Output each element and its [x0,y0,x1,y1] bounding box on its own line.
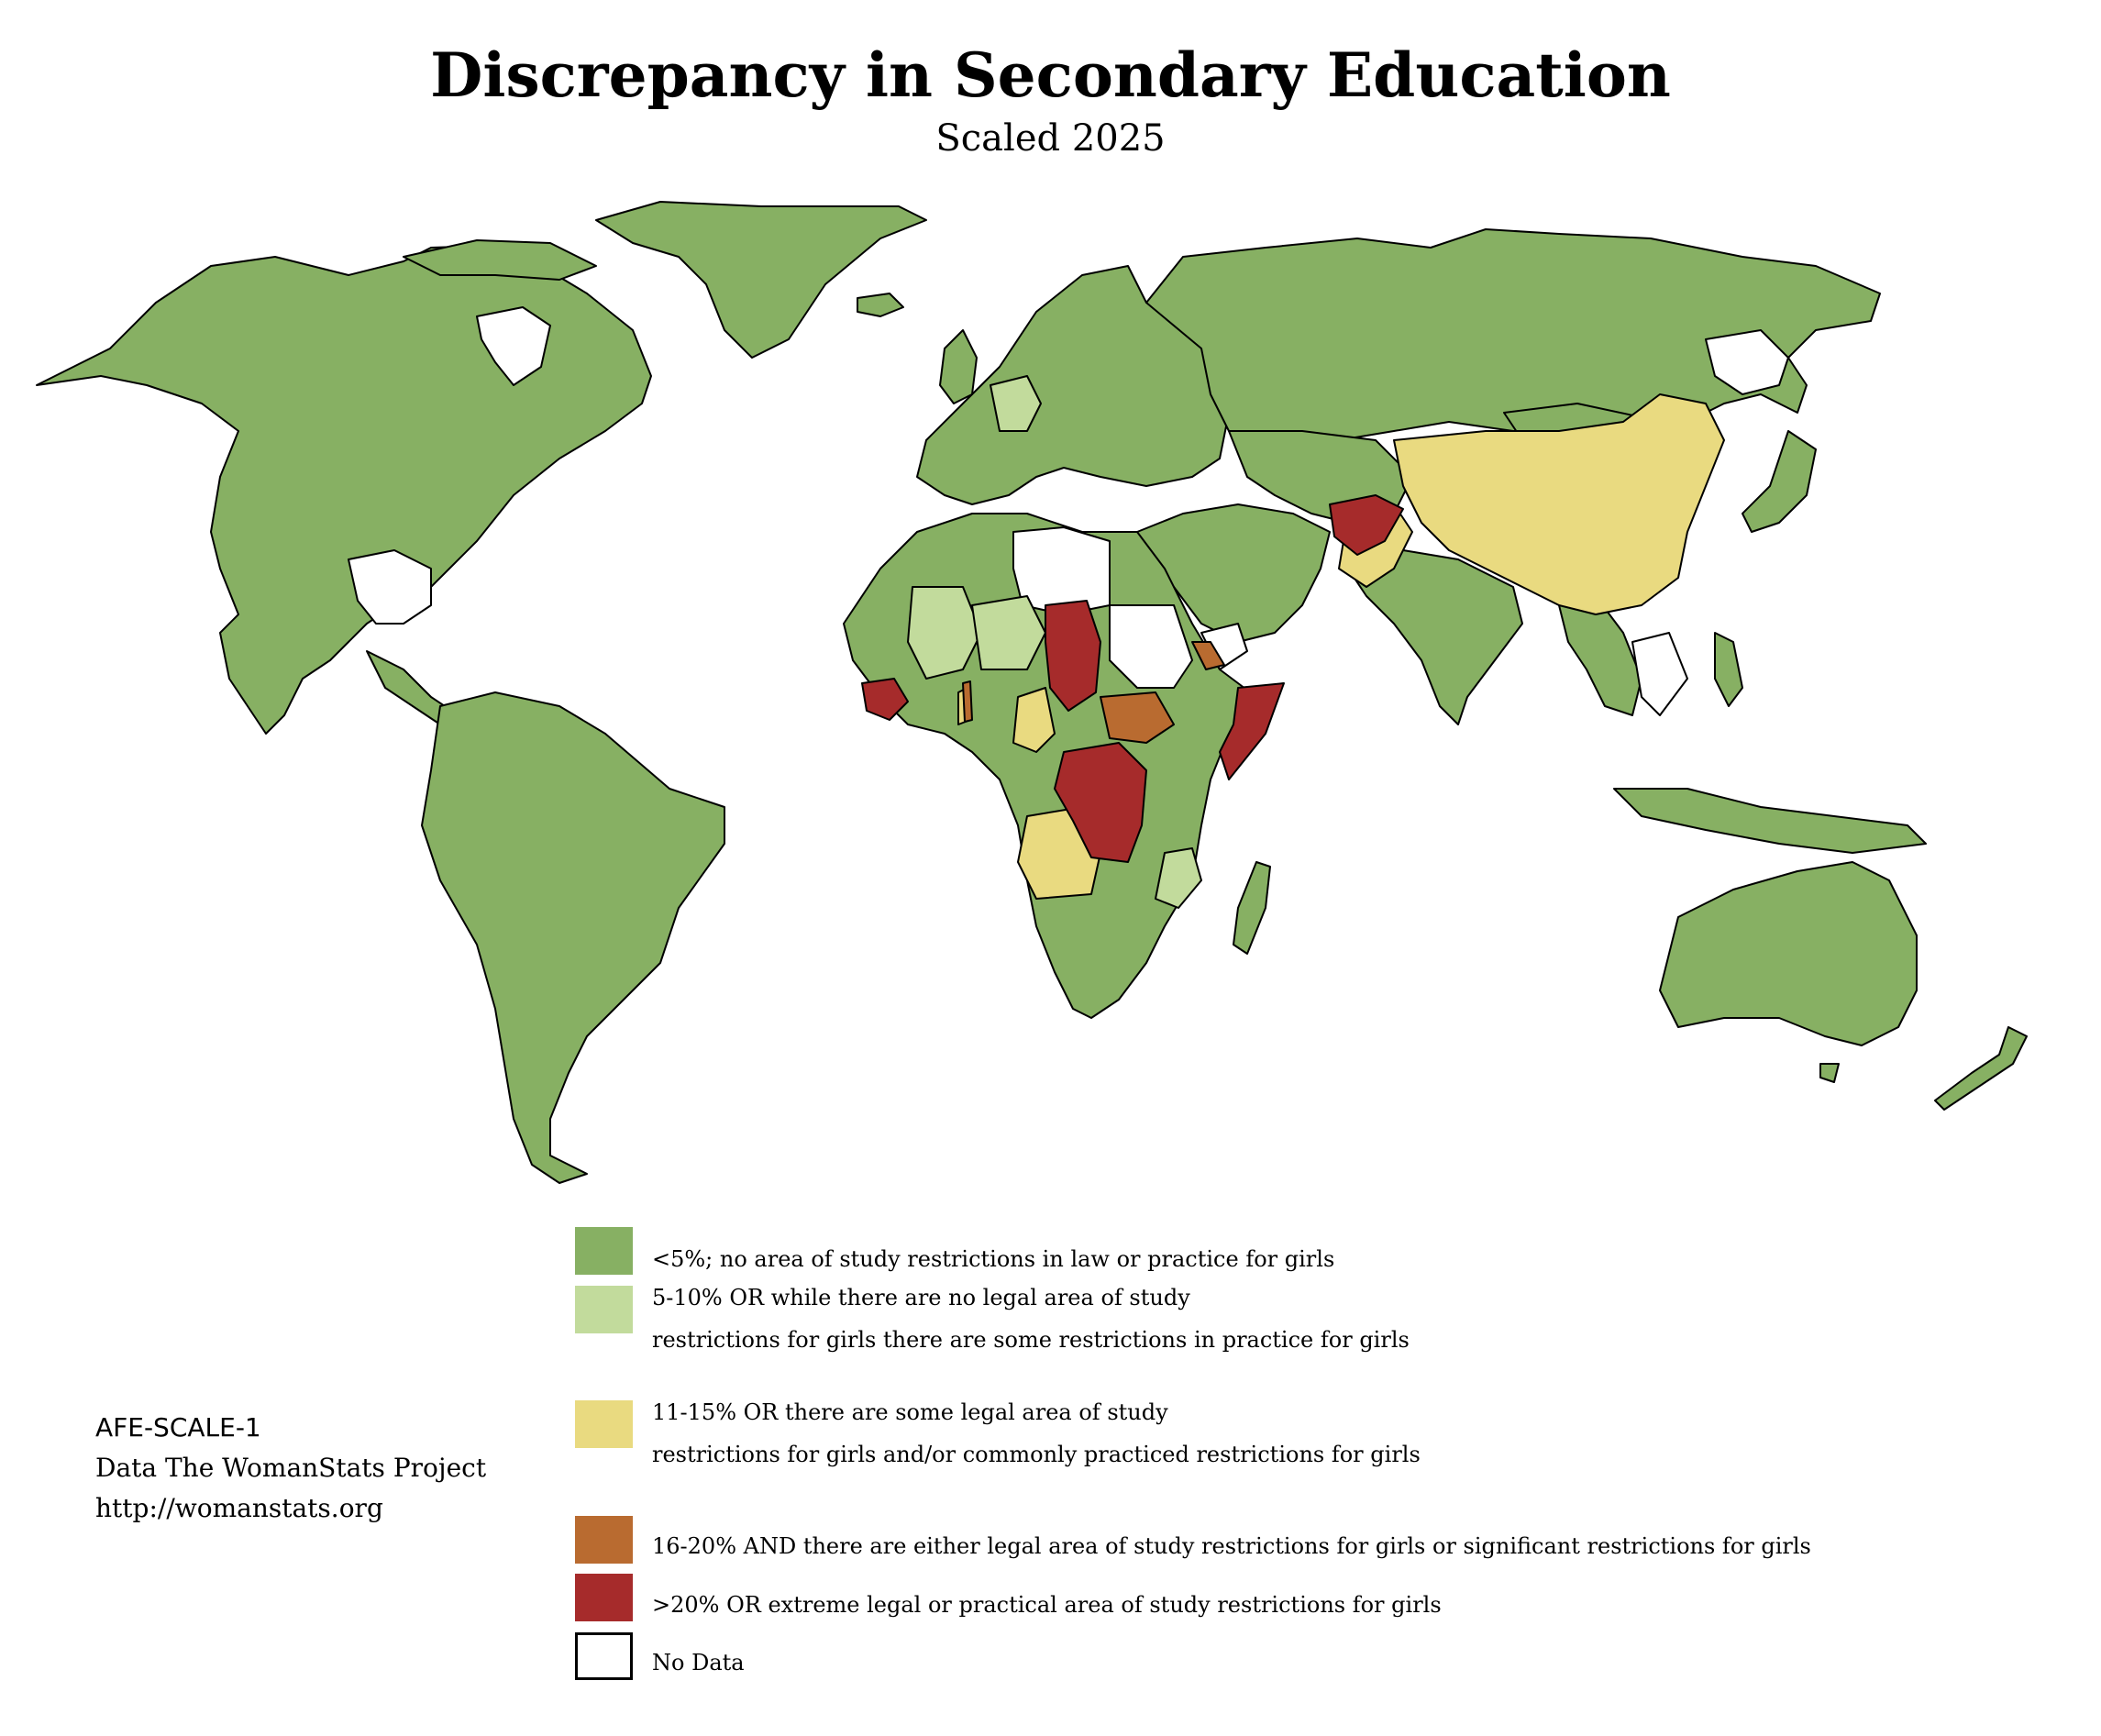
credits: AFE-SCALE-1 Data The WomanStats Project … [95,1408,486,1529]
legend-label-level2-line2: restrictions for girls there are some re… [652,1327,1410,1353]
region-philippines [1714,632,1743,707]
region-south-asia [1347,549,1523,725]
region-china [1393,393,1725,615]
legend-swatch-level4 [575,1516,633,1564]
region-iceland [857,293,904,317]
region-niger [971,595,1046,670]
region-hudson-bay [476,306,551,386]
scale-code: AFE-SCALE-1 [95,1412,261,1443]
legend-swatch-level3 [575,1400,633,1448]
data-source: Data The WomanStats Project [95,1453,487,1483]
region-north-america [36,245,652,735]
region-south-sudan [1100,691,1175,744]
source-url: http://womanstats.org [95,1493,383,1523]
region-sudan [1109,604,1193,689]
region-indonesia [1613,788,1927,854]
legend-label-level3-line1: 11-15% OR there are some legal area of s… [652,1399,1168,1425]
region-somalia [1219,682,1285,780]
region-eritrea [1191,641,1225,670]
region-chad [1045,600,1101,712]
region-new-zealand [1934,1026,2028,1111]
region-greenland [595,201,927,359]
region-germany [990,375,1042,432]
region-north-asia [1145,228,1881,441]
region-cameroon [1012,687,1056,753]
region-japan [1742,430,1817,533]
region-dr-congo [1054,742,1147,863]
legend-swatch-nodata [575,1632,633,1680]
region-madagascar [1233,861,1271,955]
legend-label-level4: 16-20% AND there are either legal area o… [652,1533,1811,1559]
region-southeast-nodata [1631,632,1688,716]
legend-label-level5: >20% OR extreme legal or practical area … [652,1592,1442,1618]
region-south-america [421,691,725,1184]
legend-swatch-level5 [575,1574,633,1621]
legend-swatch-level1 [575,1227,633,1275]
legend-swatch-level2 [575,1286,633,1333]
region-mali [907,586,982,680]
region-mozambique [1155,847,1202,909]
region-uk [939,329,978,404]
region-far-east-nodata [1705,329,1789,395]
region-tasmania [1819,1063,1840,1083]
legend-label-level1: <5%; no area of study restrictions in la… [652,1246,1335,1272]
region-guinea [861,678,909,721]
map-title: Discrepancy in Secondary Education [430,39,1671,111]
legend-label-level3-line2: restrictions for girls and/or commonly p… [652,1442,1421,1467]
region-australia [1659,861,1918,1046]
map-subtitle: Scaled 2025 [935,117,1166,160]
region-arctic-islands [403,239,597,281]
legend-label-nodata: No Data [652,1650,745,1675]
region-afghanistan [1329,494,1404,556]
region-gulf-of-mexico [348,549,432,625]
region-togo [962,680,973,723]
legend-label-level2-line1: 5-10% OR while there are no legal area o… [652,1285,1190,1310]
